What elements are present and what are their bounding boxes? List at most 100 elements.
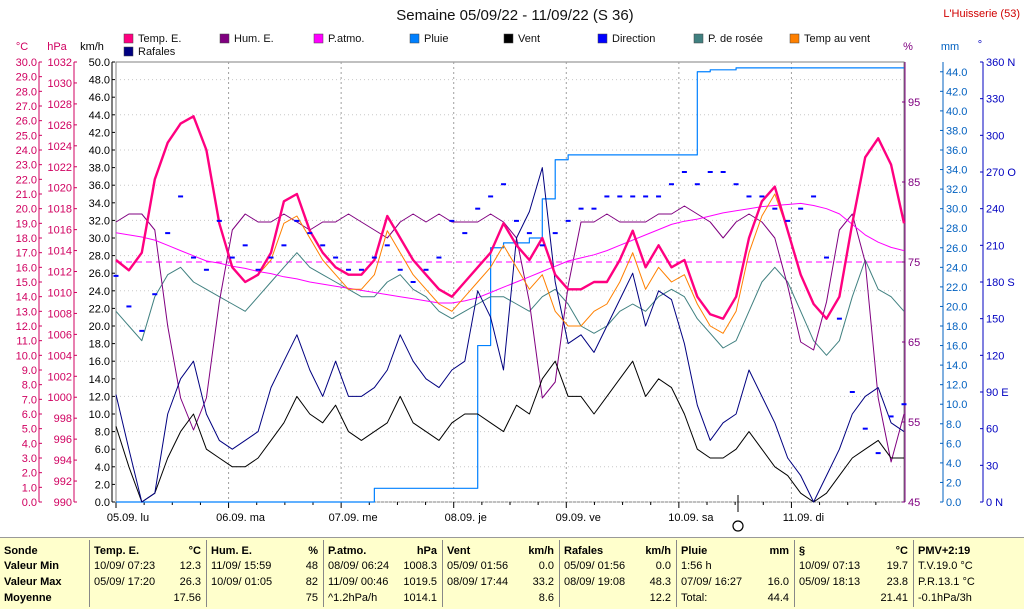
direction-point bbox=[449, 219, 455, 222]
direction-tick-label: 210 bbox=[986, 240, 1004, 252]
legend-swatch bbox=[693, 33, 704, 44]
rain-axis-unit: mm bbox=[941, 41, 959, 53]
stats-label: 1:56 h bbox=[681, 560, 712, 572]
temp-tick-label: 22.0 bbox=[16, 174, 37, 186]
stats-separator bbox=[676, 540, 677, 607]
direction-point bbox=[630, 195, 636, 198]
direction-point bbox=[772, 207, 778, 210]
stats-value: 21.41 bbox=[880, 592, 908, 604]
direction-point bbox=[229, 256, 235, 259]
legend-swatch bbox=[789, 33, 800, 44]
stats-label: 08/09/ 17:44 bbox=[447, 576, 509, 588]
series-line-pluie bbox=[116, 67, 904, 503]
wind-tick-label: 26.0 bbox=[89, 268, 110, 280]
wind-tick-label: 8.0 bbox=[95, 427, 110, 439]
temp-tick-label: 17.0 bbox=[16, 248, 37, 260]
legend-swatch bbox=[123, 33, 134, 44]
wind-tick-label: 36.0 bbox=[89, 180, 110, 192]
axes: 0.0 1.0 2.0 3.0 4.0 5.0 6.0 7.0 8.0 9.0 10.0 11.0 12… bbox=[16, 57, 1017, 509]
direction-point bbox=[836, 317, 842, 320]
stats-value: 1014.1 bbox=[403, 592, 437, 604]
legend-swatch bbox=[503, 33, 514, 44]
humidity-tick-label: 45 bbox=[908, 497, 920, 509]
temp-tick-label: 29.0 bbox=[16, 72, 37, 84]
direction-tick-label: 270 O bbox=[986, 167, 1016, 179]
temp-tick-label: 26.0 bbox=[16, 116, 37, 128]
wind-tick-label: 28.0 bbox=[89, 251, 110, 263]
direction-point bbox=[501, 183, 507, 186]
pressure-tick-label: 1008 bbox=[48, 308, 72, 320]
temp-tick-label: 9.0 bbox=[22, 365, 37, 377]
station-name: L'Huisserie (53) bbox=[943, 8, 1020, 20]
legend-swatch bbox=[597, 33, 608, 44]
direction-point bbox=[113, 274, 119, 277]
wind-tick-label: 50.0 bbox=[89, 57, 110, 69]
pressure-tick-label: 996 bbox=[54, 434, 72, 446]
stats-column: Hum. E.% 11/09/ 15:59 48 10/09/ 01:05 82 75 bbox=[207, 538, 324, 609]
stats-column-unit: km/h bbox=[645, 545, 671, 557]
x-tick-label: 05.09. lu bbox=[107, 512, 149, 524]
wind-tick-label: 34.0 bbox=[89, 198, 110, 210]
temp-tick-label: 10.0 bbox=[16, 350, 37, 362]
grid bbox=[115, 61, 905, 503]
stats-column: Pluie mm 1:56 h 07/09/ 16:27 16.0 Total: 44.4 bbox=[677, 538, 795, 609]
direction-point bbox=[294, 219, 300, 222]
stats-label: -0.1hPa/3h bbox=[918, 592, 972, 604]
x-tick-label: 11.09. di bbox=[783, 512, 824, 524]
rain-tick-label: 30.0 bbox=[946, 204, 967, 216]
stats-column-unit: % bbox=[308, 545, 318, 557]
rain-tick-label: 36.0 bbox=[946, 145, 967, 157]
direction-point bbox=[346, 268, 352, 271]
temp-tick-label: 13.0 bbox=[16, 306, 37, 318]
direction-point bbox=[811, 195, 817, 198]
direction-point bbox=[371, 256, 377, 259]
stats-column-unit: mm bbox=[769, 545, 789, 557]
stats-separator bbox=[442, 540, 443, 607]
direction-point bbox=[656, 195, 662, 198]
plot-frame bbox=[115, 61, 905, 503]
humidity-tick-label: 75 bbox=[908, 257, 920, 269]
stats-value: 1008.3 bbox=[403, 560, 437, 572]
wind-tick-label: 16.0 bbox=[89, 356, 110, 368]
direction-point bbox=[875, 452, 881, 455]
stats-label: 08/09/ 19:08 bbox=[564, 576, 626, 588]
stats-label: 10/09/ 07:23 bbox=[94, 560, 156, 572]
direction-point bbox=[281, 244, 287, 247]
pressure-tick-label: 1002 bbox=[48, 371, 72, 383]
pressure-tick-label: 1030 bbox=[48, 78, 72, 90]
direction-point bbox=[720, 171, 726, 173]
humidity-tick-label: 85 bbox=[908, 177, 920, 189]
temp-tick-label: 18.0 bbox=[16, 233, 37, 245]
stats-label: ^1.2hPa/h bbox=[328, 592, 378, 604]
direction-point bbox=[668, 183, 674, 186]
stats-row-label: Sonde bbox=[4, 545, 38, 557]
pressure-tick-label: 1026 bbox=[48, 120, 72, 132]
pressure-tick-label: 1004 bbox=[48, 350, 72, 362]
stats-column-title: Vent bbox=[447, 545, 471, 557]
rain-tick-label: 8.0 bbox=[946, 419, 961, 431]
pressure-tick-label: 1000 bbox=[48, 392, 72, 404]
direction-tick-label: 30 bbox=[986, 460, 998, 472]
wind-tick-label: 22.0 bbox=[89, 303, 110, 315]
direction-point bbox=[759, 195, 765, 198]
legend-label: P.atmo. bbox=[328, 33, 365, 45]
wind-tick-label: 24.0 bbox=[89, 286, 110, 298]
series-line-p-atmo bbox=[115, 202, 905, 304]
legend-label: Direction bbox=[612, 33, 655, 45]
legend-label: Temp au vent bbox=[804, 33, 870, 45]
stats-column-title: P.atmo. bbox=[328, 545, 367, 557]
stats-value: 8.6 bbox=[538, 592, 554, 604]
direction-point bbox=[320, 244, 326, 247]
pressure-tick-label: 1032 bbox=[48, 57, 72, 69]
direction-point bbox=[798, 207, 804, 210]
legend-swatch bbox=[219, 33, 230, 44]
direction-tick-label: 240 bbox=[986, 204, 1004, 216]
pressure-tick-label: 1024 bbox=[48, 141, 72, 153]
stats-value: 26.3 bbox=[179, 576, 201, 588]
legend-swatch bbox=[123, 46, 134, 57]
stats-column: P.atmo. hPa 08/09/ 06:24 1008.3 11/09/ 00:46… bbox=[324, 538, 443, 609]
direction-point bbox=[358, 268, 364, 271]
direction-point bbox=[785, 219, 791, 222]
stats-column-unit: °C bbox=[188, 545, 201, 557]
stats-value: 48 bbox=[305, 560, 318, 572]
